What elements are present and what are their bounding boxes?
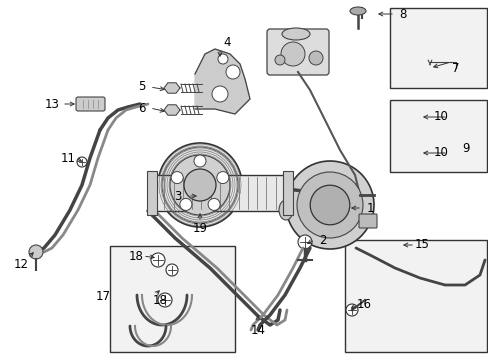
Circle shape <box>171 172 183 184</box>
Circle shape <box>29 245 43 259</box>
Circle shape <box>281 42 305 66</box>
Circle shape <box>296 172 362 238</box>
Circle shape <box>216 172 228 184</box>
Circle shape <box>180 198 191 210</box>
Circle shape <box>158 143 242 227</box>
Text: 17: 17 <box>95 289 110 302</box>
Text: 4: 4 <box>223 36 230 49</box>
Text: 10: 10 <box>433 111 447 123</box>
Text: 18: 18 <box>128 249 143 262</box>
Circle shape <box>225 65 240 79</box>
Text: 18: 18 <box>152 293 167 306</box>
Ellipse shape <box>279 200 292 220</box>
Text: 9: 9 <box>461 141 469 154</box>
Circle shape <box>346 304 357 316</box>
Text: 5: 5 <box>138 81 145 94</box>
Circle shape <box>208 198 220 210</box>
Text: 2: 2 <box>319 234 326 247</box>
Circle shape <box>183 169 216 201</box>
Text: 19: 19 <box>192 221 207 234</box>
Circle shape <box>308 51 323 65</box>
Circle shape <box>297 235 311 249</box>
Text: 14: 14 <box>250 324 265 337</box>
Circle shape <box>274 55 285 65</box>
Ellipse shape <box>349 7 365 15</box>
Text: 15: 15 <box>414 238 428 252</box>
Ellipse shape <box>282 28 309 40</box>
Bar <box>110 246 235 352</box>
Polygon shape <box>195 49 249 114</box>
Bar <box>345 240 486 352</box>
FancyBboxPatch shape <box>266 29 328 75</box>
Bar <box>147 171 157 215</box>
Bar <box>283 171 292 215</box>
Text: 12: 12 <box>14 258 28 271</box>
Bar <box>389 100 486 172</box>
Polygon shape <box>163 83 180 93</box>
Circle shape <box>77 157 87 167</box>
Text: 11: 11 <box>61 152 75 165</box>
Circle shape <box>212 86 227 102</box>
Bar <box>155 175 285 211</box>
Circle shape <box>158 293 172 307</box>
Polygon shape <box>163 105 180 115</box>
Circle shape <box>170 155 229 215</box>
Circle shape <box>218 54 227 64</box>
Text: 7: 7 <box>451 62 459 75</box>
Text: 16: 16 <box>356 298 371 311</box>
Text: 6: 6 <box>138 102 145 114</box>
Circle shape <box>151 253 164 267</box>
Circle shape <box>194 155 205 167</box>
FancyBboxPatch shape <box>76 97 105 111</box>
Circle shape <box>285 161 373 249</box>
Bar <box>389 8 486 88</box>
Text: 8: 8 <box>399 8 406 21</box>
Text: 1: 1 <box>366 202 373 215</box>
Text: 10: 10 <box>433 147 447 159</box>
Text: 13: 13 <box>44 98 60 111</box>
FancyBboxPatch shape <box>358 214 376 228</box>
Circle shape <box>309 185 349 225</box>
Text: 3: 3 <box>174 189 182 202</box>
Circle shape <box>165 264 178 276</box>
